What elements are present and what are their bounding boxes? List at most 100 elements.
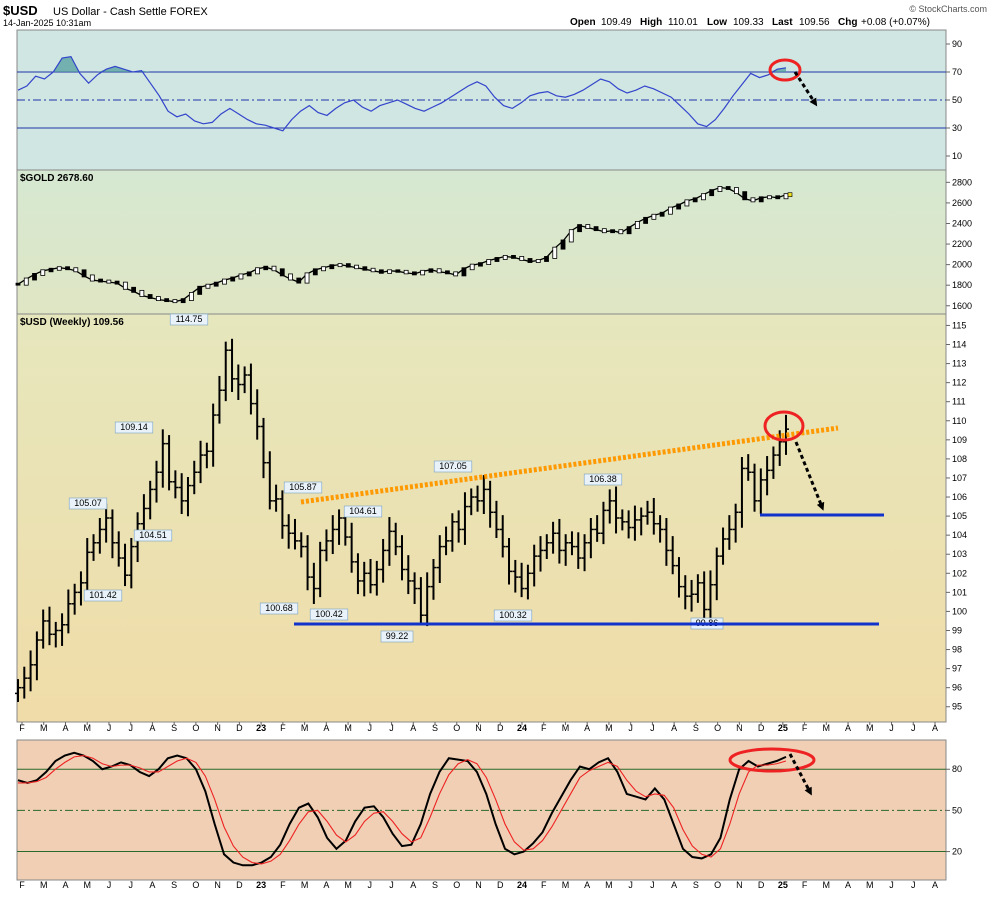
gold-candle bbox=[436, 268, 442, 274]
price-label: 101.42 bbox=[89, 590, 117, 600]
x-tick-label: F bbox=[19, 723, 25, 733]
gold-last-marker bbox=[787, 192, 793, 197]
gold-candle bbox=[345, 263, 351, 268]
x-tick-label: A bbox=[671, 880, 677, 890]
gold-candle bbox=[659, 211, 665, 217]
x-tick-label: A bbox=[584, 880, 590, 890]
x-tick-label: M bbox=[301, 723, 309, 733]
gold-candle bbox=[651, 213, 657, 220]
gold-candle bbox=[453, 271, 459, 277]
x-tick-label: A bbox=[671, 723, 677, 733]
x-tick-label: S bbox=[432, 880, 438, 890]
gold-candle bbox=[321, 266, 326, 272]
chart-instrument-name: US Dollar - Cash Settle FOREX bbox=[53, 6, 208, 18]
gold-candle bbox=[461, 267, 467, 277]
rsi-alert-circle bbox=[768, 58, 802, 82]
x-tick-label: J bbox=[368, 723, 373, 733]
low-label: Low bbox=[707, 17, 727, 28]
gold-candle bbox=[601, 228, 607, 234]
gold-candle bbox=[643, 216, 649, 224]
rsi-y-tick-label: 90 bbox=[952, 39, 962, 49]
gold-candle bbox=[783, 193, 789, 200]
x-tick-label: F bbox=[802, 880, 808, 890]
price-label-box bbox=[433, 460, 473, 473]
x-tick-label: M bbox=[866, 723, 874, 733]
usd-y-tick-label: 112 bbox=[952, 378, 966, 388]
x-tick-label: 25 bbox=[778, 880, 788, 890]
gold-candle bbox=[15, 282, 21, 286]
gold-candle bbox=[734, 187, 739, 195]
x-tick-label: D bbox=[497, 723, 504, 733]
gold-candle bbox=[717, 186, 723, 192]
rsi-down-arrow bbox=[793, 71, 818, 107]
gold-candle bbox=[387, 269, 393, 274]
chg-value: +0.08 (+0.07%) bbox=[861, 17, 930, 28]
gold-candle bbox=[155, 296, 161, 301]
gold-candle bbox=[147, 294, 153, 299]
usd-y-tick-label: 105 bbox=[952, 511, 967, 521]
price-label-box bbox=[114, 421, 154, 434]
gold-candle bbox=[288, 273, 293, 281]
x-tick-label: J bbox=[911, 723, 916, 733]
usd-y-tick-label: 107 bbox=[952, 473, 967, 483]
x-tick-label: M bbox=[83, 880, 91, 890]
x-tick-label: J bbox=[107, 880, 112, 890]
x-tick-label: M bbox=[562, 723, 570, 733]
usd-y-tick-label: 108 bbox=[952, 454, 967, 464]
gold-candle bbox=[742, 191, 748, 201]
x-tick-label: J bbox=[628, 880, 633, 890]
stoch-y-tick-label: 50 bbox=[952, 805, 962, 815]
gold-candle bbox=[701, 193, 706, 201]
x-tick-label: M bbox=[823, 723, 831, 733]
gold-candle bbox=[568, 229, 574, 243]
x-tick-label: A bbox=[410, 880, 416, 890]
gold-candle bbox=[411, 271, 417, 276]
x-tick-label: D bbox=[236, 880, 243, 890]
gold-candle bbox=[304, 272, 310, 284]
x-tick-label: A bbox=[323, 723, 329, 733]
x-tick-label: M bbox=[40, 880, 48, 890]
gold-candle bbox=[445, 270, 450, 275]
gold-candle bbox=[271, 265, 277, 272]
price-label-box bbox=[343, 505, 383, 518]
price-label: 100.32 bbox=[499, 610, 527, 620]
price-label-box bbox=[283, 481, 323, 494]
gold-line bbox=[17, 186, 787, 303]
usd-y-tick-label: 101 bbox=[952, 587, 967, 597]
gold-y-tick-label: 2200 bbox=[952, 239, 972, 249]
usd-y-tick-label: 113 bbox=[952, 359, 966, 369]
price-panel bbox=[16, 313, 947, 723]
gold-candle bbox=[189, 292, 194, 301]
gold-candle bbox=[73, 267, 79, 273]
gold-candle bbox=[40, 269, 46, 276]
high-label: High bbox=[640, 17, 662, 28]
chart-date: 14-Jan-2025 10:31am bbox=[3, 18, 91, 28]
gold-candle bbox=[618, 229, 624, 235]
x-tick-label: J bbox=[911, 880, 916, 890]
rsi-y-tick-label: 10 bbox=[952, 151, 962, 161]
rsi-y-tick-label: 70 bbox=[952, 67, 962, 77]
chart-symbol: $USD bbox=[3, 3, 38, 18]
x-tick-label: O bbox=[714, 723, 721, 733]
gold-candle bbox=[213, 281, 219, 287]
usd-y-tick-label: 104 bbox=[952, 530, 967, 540]
gold-candle bbox=[354, 264, 359, 270]
x-tick-label: A bbox=[62, 880, 68, 890]
price-label-box bbox=[83, 589, 123, 602]
x-tick-label: S bbox=[693, 880, 699, 890]
usd-legend: $USD (Weekly) 109.56 bbox=[20, 317, 124, 328]
stoch-down-arrow bbox=[788, 753, 812, 796]
gold-candle bbox=[164, 298, 170, 303]
price-label: 105.07 bbox=[74, 498, 102, 508]
stoch-y-tick-label: 80 bbox=[952, 764, 962, 774]
x-tick-label: S bbox=[432, 723, 438, 733]
gold-candle bbox=[312, 268, 318, 276]
usd-y-tick-label: 114 bbox=[952, 340, 966, 350]
x-tick-label: O bbox=[453, 723, 460, 733]
x-tick-label: A bbox=[845, 723, 851, 733]
gold-candle bbox=[106, 279, 112, 284]
x-tick-label: F bbox=[541, 723, 547, 733]
x-tick-label: M bbox=[866, 880, 874, 890]
low-value: 109.33 bbox=[733, 17, 764, 28]
price-label-box bbox=[309, 608, 349, 621]
